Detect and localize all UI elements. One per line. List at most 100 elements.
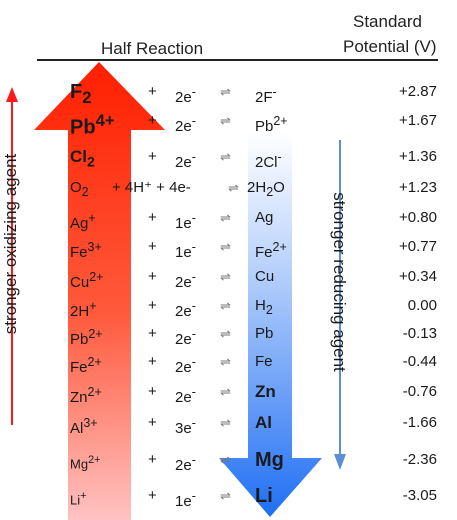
oxidized-species: Cl2 <box>70 147 95 171</box>
electron-charge: - <box>191 150 196 164</box>
equilibrium-arrow: ⇌ <box>220 488 231 503</box>
oxidized-species-superscript: 2+ <box>87 355 102 369</box>
reaction-row: F2 +2e- ⇌ 2F- +2.87 <box>0 78 457 107</box>
oxidized-species-superscript: 2+ <box>88 327 103 341</box>
electron-term: 2e- <box>175 453 196 474</box>
electron-charge: - <box>191 299 196 313</box>
equilibrium-arrow: ⇌ <box>220 210 231 225</box>
reaction-row: Cl2 +2e- ⇌ 2Cl- +1.36 <box>0 143 457 171</box>
oxidized-species: Ag+ <box>70 211 96 232</box>
equilibrium-arrow: ⇌ <box>220 298 231 313</box>
standard-potential-value: +1.36 <box>399 148 437 165</box>
electron-term: 2e- <box>175 299 196 320</box>
side-arrow-reducing <box>334 140 346 470</box>
oxidized-species-subscript: 2 <box>82 88 92 107</box>
oxidized-species-superscript: 3+ <box>83 416 98 430</box>
standard-potential-value: +0.34 <box>399 268 437 285</box>
reaction-row: O2 + 4H⁺ + 4e- ⇌ 2H2O +1.23 <box>0 174 457 202</box>
half-reaction-header: Half Reaction <box>101 39 204 58</box>
oxidized-species-superscript: + <box>80 490 87 502</box>
oxidized-species: O2 <box>70 179 89 199</box>
reaction-row: 2H+ +2e- ⇌ H2 0.00 <box>0 292 457 320</box>
reduced-species: Al <box>255 413 272 432</box>
reduced-species-superscript: - <box>277 150 282 164</box>
reduced-species-subscript: 2 <box>266 185 274 199</box>
reaction-row: Al3+ +3e- ⇌ Al -1.66 <box>0 409 457 437</box>
standard-potential-value: +1.23 <box>399 179 437 196</box>
reduced-species-superscript: 2+ <box>272 240 287 254</box>
oxidized-species: Fe2+ <box>70 355 102 376</box>
reduced-species: 2H2O <box>247 179 285 199</box>
electron-charge: - <box>191 270 196 284</box>
equilibrium-arrow: ⇌ <box>220 452 231 467</box>
oxidized-species: 2H+ <box>70 299 97 320</box>
electron-term: 1e- <box>175 240 196 261</box>
standard-potential-header-line1: Standard <box>353 12 422 31</box>
oxidized-species: F2 <box>70 81 92 107</box>
plus-sign: + <box>148 487 157 504</box>
standard-potential-value: +0.80 <box>399 209 437 226</box>
oxidized-species-subscript: 2 <box>81 185 89 199</box>
electron-charge: - <box>191 85 196 99</box>
reaction-row: Cu2+ +2e- ⇌ Cu +0.34 <box>0 263 457 291</box>
standard-potential-value: -3.05 <box>402 487 437 504</box>
reducing-strength-arrow <box>219 132 322 517</box>
standard-potential-value: -0.44 <box>402 353 437 370</box>
oxidized-species-superscript: 4+ <box>95 111 115 130</box>
reduced-species: Fe <box>255 353 273 370</box>
standard-potential-value: -2.36 <box>402 451 437 468</box>
reaction-row: Li+ +1e- ⇌ Li -3.05 <box>0 482 457 510</box>
equilibrium-arrow: ⇌ <box>220 239 231 254</box>
reactant-terms: + 4H⁺ + 4e- <box>112 179 191 196</box>
oxidized-species-superscript: 3+ <box>87 240 102 254</box>
oxidized-species: Fe3+ <box>70 240 102 261</box>
standard-potential-value: +1.67 <box>399 112 437 129</box>
equilibrium-arrow: ⇌ <box>220 269 231 284</box>
reduced-species: Pb <box>255 325 274 342</box>
electron-charge: - <box>191 355 196 369</box>
reduced-species: Zn <box>255 382 276 401</box>
side-arrow-oxidizing <box>6 87 18 425</box>
oxidized-species-superscript: 2+ <box>88 454 101 466</box>
plus-sign: + <box>148 451 157 468</box>
electron-charge: - <box>191 416 196 430</box>
electron-charge: - <box>191 489 196 503</box>
equilibrium-arrow: ⇌ <box>220 149 231 164</box>
plus-sign: + <box>148 353 157 370</box>
reaction-row: Fe2+ +2e- ⇌ Fe -0.44 <box>0 348 457 376</box>
electron-term: 2e- <box>175 270 196 291</box>
electron-term: 2e- <box>175 385 196 406</box>
oxidized-species: Al3+ <box>70 416 98 437</box>
oxidized-species-subscript: 2 <box>87 154 95 171</box>
equilibrium-arrow: ⇌ <box>220 113 231 128</box>
equilibrium-arrow: ⇌ <box>220 415 231 430</box>
reduced-species-superscript: 2+ <box>273 114 288 128</box>
equilibrium-arrow: ⇌ <box>220 354 231 369</box>
plus-sign: + <box>148 383 157 400</box>
electron-term: 1e- <box>175 489 196 510</box>
plus-sign: + <box>148 297 157 314</box>
electron-term: 2e- <box>175 150 196 171</box>
electron-charge: - <box>191 240 196 254</box>
reaction-row: Ag+ +1e- ⇌ Ag +0.80 <box>0 204 457 232</box>
plus-sign: + <box>148 112 157 129</box>
standard-potential-value: -0.76 <box>402 383 437 400</box>
reduced-species: Cu <box>255 268 275 285</box>
standard-potential-header-line2: Potential (V) <box>343 37 437 56</box>
oxidized-species-superscript: + <box>89 299 97 313</box>
plus-sign: + <box>148 414 157 431</box>
reaction-row: Fe3+ +1e- ⇌ Fe2+ +0.77 <box>0 233 457 261</box>
oxidized-species-superscript: 2+ <box>87 385 102 399</box>
reaction-row: Pb4+ +2e- ⇌ Pb2+ +1.67 <box>0 107 457 139</box>
electron-term: 2e- <box>175 114 196 135</box>
oxidized-species: Pb2+ <box>70 327 103 348</box>
oxidized-species: Li+ <box>70 490 87 508</box>
reaction-row: Zn2+ +2e- ⇌ Zn -0.76 <box>0 378 457 406</box>
electron-term: 3e- <box>175 416 196 437</box>
reduced-species: Pb2+ <box>255 114 288 135</box>
reduced-species: Ag <box>255 209 274 226</box>
electron-charge: - <box>191 327 196 341</box>
oxidized-species-superscript: + <box>88 211 96 225</box>
